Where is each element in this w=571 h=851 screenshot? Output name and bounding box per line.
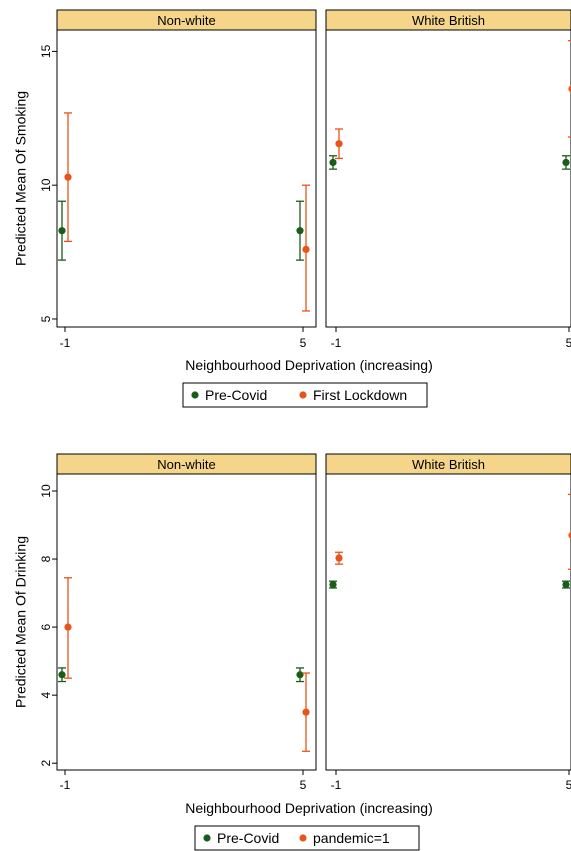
panel-frame xyxy=(325,473,571,771)
data-point xyxy=(296,671,304,679)
data-point xyxy=(568,85,571,93)
legend-label: First Lockdown xyxy=(313,387,407,403)
legend-label: pandemic=1 xyxy=(313,830,390,846)
x-tick-label: -1 xyxy=(60,778,71,792)
data-point xyxy=(302,245,310,254)
x-tick-label: -1 xyxy=(331,778,342,792)
y-tick-label: 4 xyxy=(39,691,53,698)
y-tick-label: 15 xyxy=(39,44,53,58)
y-tick-label: 8 xyxy=(39,555,53,562)
data-point xyxy=(296,227,304,235)
data-point xyxy=(64,623,72,631)
y-tick-label: 6 xyxy=(39,623,53,630)
legend-marker xyxy=(299,391,307,399)
x-tick-label: 5 xyxy=(566,336,571,350)
data-point xyxy=(302,708,310,716)
legend-label: Pre-Covid xyxy=(205,387,267,403)
data-point xyxy=(335,554,343,562)
data-point xyxy=(335,140,343,148)
x-tick-label: -1 xyxy=(331,336,342,350)
y-tick-label: 10 xyxy=(39,178,53,192)
legend-marker xyxy=(299,834,307,842)
x-tick-label: 5 xyxy=(300,778,307,792)
panel-title: White British xyxy=(412,457,485,472)
y-axis-label: Predicted Mean Of Smoking xyxy=(13,91,29,266)
y-axis-label: Predicted Mean Of Drinking xyxy=(13,536,29,708)
x-axis-label: Neighbourhood Deprivation (increasing) xyxy=(185,357,432,373)
x-tick-label: -1 xyxy=(60,336,71,350)
legend-marker xyxy=(191,391,199,399)
y-tick-label: 2 xyxy=(39,760,53,767)
x-tick-label: 5 xyxy=(566,778,571,792)
legend-marker xyxy=(203,834,211,842)
data-point xyxy=(562,580,570,589)
panel-frame xyxy=(56,29,317,328)
data-point xyxy=(64,173,72,181)
data-point xyxy=(329,580,337,589)
panel-title: Non-white xyxy=(157,457,216,472)
panel-frame xyxy=(325,29,571,328)
x-tick-label: 5 xyxy=(300,336,307,350)
x-axis-label: Neighbourhood Deprivation (increasing) xyxy=(185,800,432,816)
panel-frame xyxy=(56,473,317,771)
data-point xyxy=(562,158,570,167)
data-point xyxy=(329,158,337,167)
y-tick-label: 5 xyxy=(39,315,53,322)
y-tick-label: 10 xyxy=(39,484,53,498)
panel-title: White British xyxy=(412,13,485,28)
panel-title: Non-white xyxy=(157,13,216,28)
data-point xyxy=(58,671,66,679)
data-point xyxy=(568,531,571,539)
data-point xyxy=(58,227,66,235)
legend-label: Pre-Covid xyxy=(217,830,279,846)
legend-box xyxy=(194,825,420,851)
